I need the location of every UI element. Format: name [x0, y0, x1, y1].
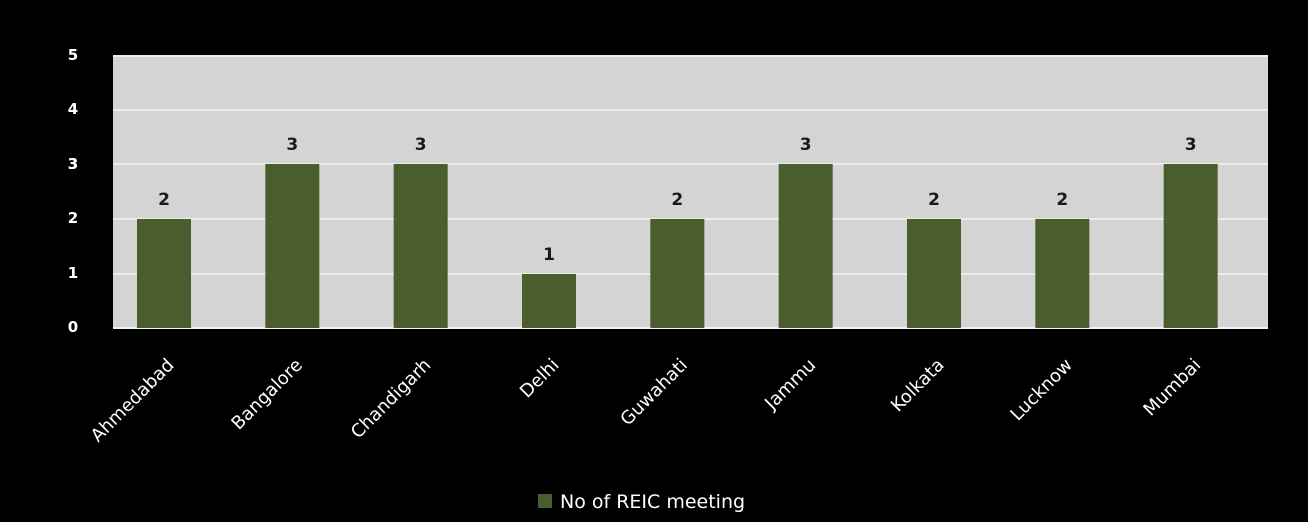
x-axis-categories: Ahmedabad Bangalore Chandigarh Delhi Guwahat… [87, 355, 1205, 447]
x-category-label: Guwahati [616, 355, 691, 430]
y-tick-label: 5 [68, 46, 78, 64]
bars [137, 164, 1218, 328]
x-category-label: Delhi [516, 355, 564, 403]
x-category-label: Chandigarh [347, 355, 435, 443]
data-label: 2 [928, 190, 940, 210]
x-category-label: Mumbai [1139, 355, 1205, 421]
y-tick-label: 0 [68, 318, 78, 336]
data-label: 2 [671, 190, 683, 210]
bar [1163, 164, 1218, 328]
data-label: 1 [543, 245, 555, 265]
bar [907, 219, 961, 328]
bar [137, 219, 191, 328]
data-label: 2 [1056, 190, 1068, 210]
y-tick-label: 4 [68, 100, 78, 118]
data-label: 3 [1185, 135, 1197, 155]
x-category-label: Kolkata [887, 355, 949, 417]
data-label: 3 [286, 135, 298, 155]
data-label: 3 [800, 135, 812, 155]
data-label: 2 [158, 190, 170, 210]
bar [778, 164, 833, 328]
legend-swatch [538, 494, 552, 508]
legend: No of REIC meeting [538, 491, 745, 513]
bar [1035, 219, 1090, 328]
bar [522, 274, 576, 328]
bar [393, 164, 448, 328]
y-tick-label: 1 [68, 264, 78, 282]
legend-label: No of REIC meeting [560, 491, 745, 513]
data-label: 3 [415, 135, 427, 155]
x-category-label: Ahmedabad [87, 355, 179, 447]
x-category-label: Lucknow [1006, 355, 1076, 425]
bar [265, 164, 320, 328]
data-labels: 2 3 3 1 2 3 2 2 3 [158, 135, 1197, 265]
x-category-label: Jammu [760, 355, 820, 415]
y-tick-label: 2 [68, 209, 78, 227]
bar [650, 219, 705, 328]
y-tick-label: 3 [68, 155, 78, 173]
y-tick-label: 3 [68, 155, 78, 173]
x-category-label: Bangalore [227, 355, 306, 434]
